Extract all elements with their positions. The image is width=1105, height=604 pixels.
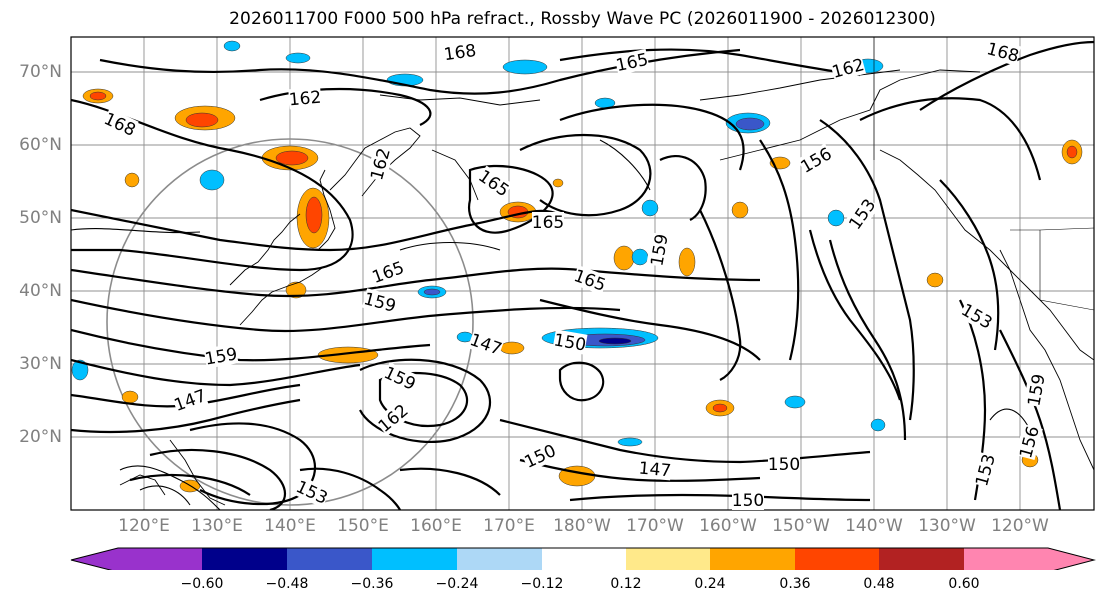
contour-label-bg [984,38,1022,66]
contour-label-bg [381,362,419,394]
lon-label-140e: 140°E [264,516,316,536]
contour-label-bg [844,195,880,233]
map-title: 2026011700 F000 500 hPa refract., Rossby… [229,9,936,29]
colorbar-segment [626,548,710,570]
lon-label-150e: 150°E [337,516,389,536]
contour-label-bg [374,400,412,436]
lat-label-50n: 50°N [19,208,62,228]
rossby-wave-circle [106,138,474,506]
colorbar-segment [795,548,879,570]
lon-label-150w: 150°W [772,516,830,536]
colorbar-segment [202,548,287,570]
contour-label-bg [958,299,996,333]
contour-label-bg [1015,423,1043,461]
contour-label-bg [467,329,505,359]
colorbar-extend-min [71,548,118,570]
colorbar-segment [542,548,626,570]
colorbar-segment [964,548,1048,570]
lon-label-130e: 130°E [191,516,243,536]
contour-label: 147 [638,459,672,482]
contour-label-bg [442,39,478,65]
colorbar-tick-label: −0.48 [265,576,309,592]
colorbar-segment [372,548,457,570]
colorbar-tick-label: 0.60 [948,576,980,592]
contour-label-group: 168 165 1681621621681621651651561531651591… [101,38,1050,511]
contour-label-bg [203,343,239,369]
contour-label-bg [614,48,650,76]
contour-label-bg [638,457,672,481]
colorbar-tick-label: −0.60 [180,576,224,592]
lon-label-140w: 140°W [845,516,903,536]
contour-label: 150 [768,455,800,475]
political-borders [873,37,1094,311]
contour-label-bg [646,232,672,268]
graticule [71,37,1094,510]
contour-label-bg [552,329,588,355]
colorbar-outline [70,547,1096,570]
contour-label-bg [768,454,800,474]
contour-label-bg [797,143,835,177]
contour-label: 150 [732,491,764,511]
colorbar-extend-max [1048,548,1094,570]
lon-label-120w: 120°W [991,516,1049,536]
shaded-anomalies [71,40,1083,493]
lat-label-20n: 20°N [19,427,62,447]
contour-label-bg [1023,372,1049,408]
lon-label-170w: 170°W [626,516,684,536]
colorbar-tick-label: −0.12 [520,576,564,592]
colorbar-segment [710,548,795,570]
contour-label-bg [171,385,209,415]
contour-label-bg [361,288,399,316]
contour-label-bg [732,490,764,510]
lon-label-130w: 130°W [918,516,976,536]
lat-label-70n: 70°N [19,62,62,82]
contour-label-bg [288,86,322,110]
contour-label-bg [366,145,394,183]
contour-label-bg [101,108,139,140]
contour-label: 162 [288,88,322,111]
lat-label-60n: 60°N [19,135,62,155]
colorbar-segment [457,548,542,570]
contours [71,40,1094,510]
coastlines [119,69,1094,506]
colorbar-tick-label: 0.24 [694,576,726,592]
lon-label-170e: 170°E [483,516,535,536]
colorbar-tick-label: 0.36 [779,576,811,592]
lon-label-160e: 160°E [410,516,462,536]
colorbar-tick-label: 0.12 [610,576,642,592]
contour-label-bg [521,440,559,472]
lat-label-40n: 40°N [19,281,62,301]
contour-label-bg [475,165,513,201]
contour-label-bg [571,265,609,295]
lon-label-120e: 120°E [118,516,170,536]
contour-label-bg [293,476,331,508]
colorbar-tick-label: −0.36 [350,576,394,592]
lon-label-180w: 180°W [553,516,611,536]
colorbar [70,547,1096,570]
contour-label-bg [532,212,564,232]
colorbar-tick-label: 0.48 [863,576,895,592]
colorbar-segment [287,548,372,570]
colorbar-tick-label: −0.24 [435,576,479,592]
contour-label: 168 [443,41,478,65]
colorbar-segment [879,548,964,570]
contour-label-bg [369,257,407,287]
contour-label-bg [971,451,999,489]
thin-contours [71,139,1031,510]
contour-label-bg [829,54,867,82]
colorbar-segment [118,548,202,570]
lat-label-30n: 30°N [19,354,62,374]
lon-label-160w: 160°W [699,516,757,536]
map-frame [70,36,1095,511]
contour-label: 165 [532,213,564,233]
